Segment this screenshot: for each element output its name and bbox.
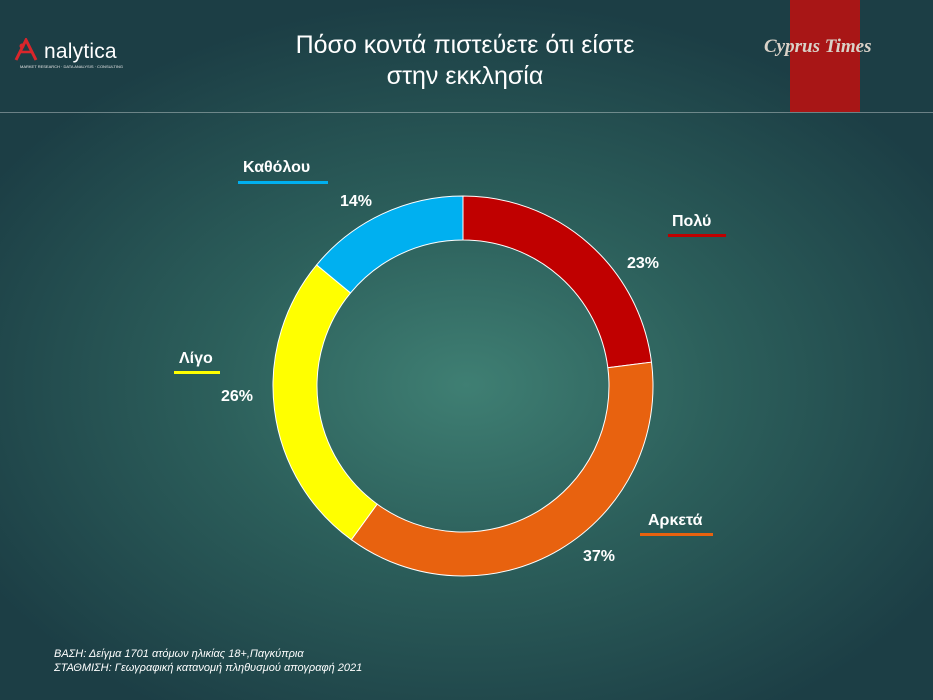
label-category-2: Λίγο (179, 350, 213, 367)
underline-category-0 (668, 234, 726, 237)
donut-slice-2 (272, 264, 378, 541)
footnote-base: ΒΑΣΗ: Δείγμα 1701 ατόμων ηλικίας 18+,Παγ… (54, 648, 304, 660)
value-label-1: 37% (583, 548, 616, 565)
label-category-1: Αρκετά (648, 512, 703, 529)
chart-title: Πόσο κοντά πιστεύετε ότι είστε στην εκκλ… (230, 30, 700, 92)
brand-red-bar (790, 0, 860, 112)
donut-slice-1 (350, 361, 654, 577)
header-divider (0, 112, 933, 113)
label-category-0: Πολύ (672, 213, 712, 230)
underline-category-2 (174, 371, 220, 374)
label-category-3: Καθόλου (243, 159, 311, 176)
cyprus-times-logo: Cyprus Times (764, 36, 872, 57)
footnote-weighting: ΣΤΑΘΜΙΣΗ: Γεωγραφική κατανομή πληθυσμού … (54, 662, 363, 674)
logo-text: nalytica (44, 40, 117, 63)
donut-slice-3 (315, 195, 464, 294)
logo-subtitle: MARKET RESEARCH · DATA ANALYSIS · CONSUL… (20, 64, 123, 69)
donut-slice-0 (462, 195, 653, 369)
underline-category-1 (640, 533, 713, 536)
analytica-a-icon (14, 38, 38, 61)
title-line-2: στην εκκλησία (386, 62, 544, 90)
value-label-0: 23% (627, 255, 660, 272)
underline-category-3 (238, 181, 328, 184)
analytica-logo: nalytica MARKET RESEARCH · DATA ANALYSIS… (14, 36, 124, 76)
value-label-2: 26% (221, 388, 254, 405)
title-line-1: Πόσο κοντά πιστεύετε ότι είστε (295, 31, 635, 59)
value-label-3: 14% (340, 193, 373, 210)
